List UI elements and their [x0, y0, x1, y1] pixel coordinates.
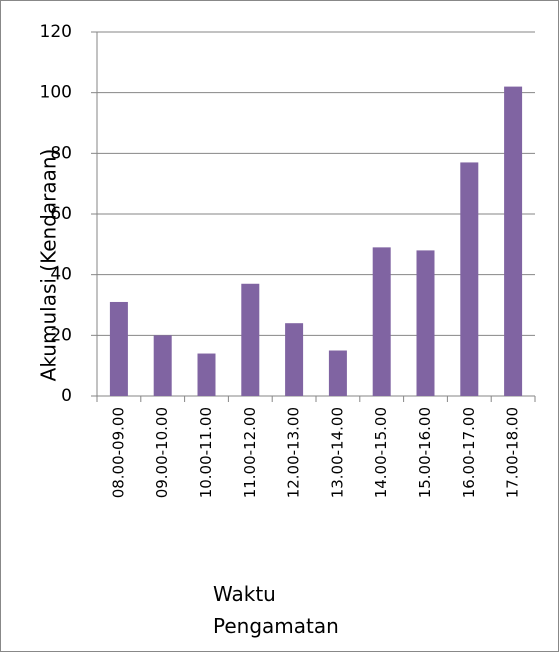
y-tick-label: 20	[50, 325, 72, 345]
bar	[328, 350, 347, 396]
y-tick-label: 100	[40, 83, 72, 103]
y-tick-label: 0	[61, 386, 72, 406]
bar	[285, 323, 304, 396]
x-tick-label: 11.00-12.00	[241, 407, 259, 498]
bar	[372, 247, 391, 396]
x-tick-label: 17.00-18.00	[504, 407, 522, 498]
x-tick-label: 15.00-16.00	[416, 407, 434, 498]
bar	[197, 353, 216, 396]
x-tick-label: 10.00-11.00	[197, 407, 215, 498]
y-tick-label: 60	[50, 204, 72, 224]
bar	[504, 86, 523, 396]
bar	[109, 301, 128, 396]
y-tick-label: 40	[50, 265, 72, 285]
bar	[241, 283, 260, 396]
x-axis-title: Waktu Pengamatan	[213, 582, 339, 638]
bar	[460, 162, 479, 396]
x-tick-label: 08.00-09.00	[109, 407, 127, 498]
y-axis-title: Akumulasi (Kendaraan)	[37, 149, 61, 382]
bar	[153, 335, 172, 396]
x-tick-label: 16.00-17.00	[460, 407, 478, 498]
x-tick-label: 13.00-14.00	[328, 407, 346, 498]
x-tick-label: 14.00-15.00	[372, 407, 390, 498]
x-tick-label: 12.00-13.00	[285, 407, 303, 498]
x-tick-label: 09.00-10.00	[153, 407, 171, 498]
y-tick-label: 80	[50, 143, 72, 163]
y-tick-label: 120	[40, 22, 72, 42]
bar	[416, 250, 435, 396]
